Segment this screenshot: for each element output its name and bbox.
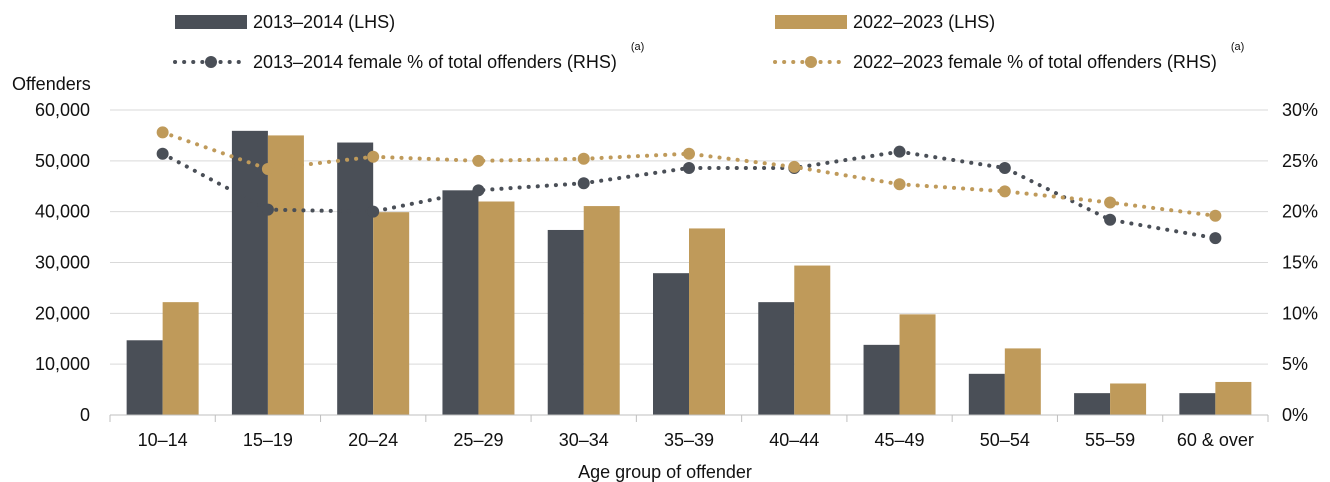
- bar: [1004, 348, 1041, 415]
- line-point: [472, 154, 485, 167]
- line-point: [788, 160, 801, 173]
- bar: [1215, 381, 1252, 415]
- bar: [547, 229, 584, 415]
- legend-label: 2013–2014 (LHS): [253, 12, 395, 32]
- line-point: [577, 152, 590, 165]
- legend-superscript: (a): [1231, 41, 1244, 53]
- x-tick-label: 10–14: [138, 430, 188, 450]
- line-point: [1209, 232, 1222, 245]
- bar: [231, 130, 268, 415]
- y2-tick-label: 15%: [1282, 253, 1318, 273]
- legend-swatch: [175, 15, 247, 29]
- x-tick-label: 40–44: [769, 430, 819, 450]
- bar: [653, 273, 689, 415]
- x-tick-label: 35–39: [664, 430, 714, 450]
- legend-swatch: [775, 15, 847, 29]
- legend-superscript: (a): [631, 41, 644, 53]
- bar: [1179, 393, 1216, 415]
- legend-marker: [205, 56, 217, 68]
- series-line: [160, 130, 1218, 218]
- y2-tick-label: 30%: [1282, 100, 1318, 120]
- bar: [442, 190, 479, 415]
- y-tick-label: 10,000: [35, 354, 90, 374]
- y2-tick-label: 10%: [1282, 303, 1318, 323]
- line-point: [893, 145, 906, 158]
- line-point: [683, 161, 695, 174]
- bar: [863, 344, 900, 415]
- bar: [373, 212, 410, 415]
- y2-tick-label: 25%: [1282, 151, 1318, 171]
- series-line: [160, 149, 1218, 241]
- x-tick-label: 50–54: [980, 430, 1030, 450]
- x-tick-label: 15–19: [243, 430, 293, 450]
- lines: [156, 126, 1222, 245]
- line-point: [156, 126, 169, 139]
- x-tick-label: 30–34: [559, 430, 609, 450]
- x-axis-title: Age group of offender: [578, 462, 752, 482]
- x-tick-label: 20–24: [348, 430, 398, 450]
- bar: [267, 135, 304, 415]
- bar: [758, 302, 795, 415]
- legend-label: 2022–2023 (LHS): [853, 12, 995, 32]
- bar: [583, 206, 620, 415]
- bar: [1074, 393, 1111, 415]
- bars: [126, 130, 1252, 416]
- x-tick-label: 60 & over: [1177, 430, 1254, 450]
- line-point: [893, 178, 906, 191]
- bar: [1110, 383, 1147, 415]
- x-tick-label: 45–49: [875, 430, 925, 450]
- line-point: [683, 147, 695, 160]
- line-point: [367, 205, 380, 218]
- axes: 0 0% 10,000 5% 20,000 10% 30,000 15% 40,000 20% 50…: [35, 100, 1318, 450]
- line-point: [261, 203, 274, 216]
- y-tick-label: 30,000: [35, 253, 90, 273]
- line-point: [1104, 213, 1117, 226]
- bar: [126, 340, 163, 415]
- y-axis-title: Offenders: [12, 74, 91, 94]
- x-tick-label: 55–59: [1085, 430, 1135, 450]
- bar: [162, 302, 199, 415]
- line-point: [367, 150, 380, 163]
- y-tick-label: 40,000: [35, 202, 90, 222]
- legend-label: 2013–2014 female % of total offenders (R…: [253, 52, 617, 72]
- y2-tick-label: 0%: [1282, 405, 1308, 425]
- legend-marker: [805, 56, 817, 68]
- line-point: [577, 177, 590, 190]
- line-point: [1104, 196, 1117, 209]
- line-point: [156, 147, 169, 160]
- x-tick-label: 25–29: [453, 430, 503, 450]
- line-point: [998, 185, 1011, 198]
- bar: [337, 142, 374, 416]
- line-point: [998, 161, 1011, 174]
- legend-label: 2022–2023 female % of total offenders (R…: [853, 52, 1217, 72]
- bar: [968, 373, 1005, 415]
- line-point: [472, 184, 485, 197]
- bar: [794, 265, 831, 415]
- y-tick-label: 50,000: [35, 151, 90, 171]
- y-tick-label: 0: [80, 405, 90, 425]
- y2-tick-label: 5%: [1282, 354, 1308, 374]
- bar: [899, 314, 936, 415]
- bar: [478, 201, 515, 415]
- line-point: [1209, 209, 1222, 222]
- y-tick-label: 20,000: [35, 303, 90, 323]
- line-point: [261, 162, 274, 175]
- y2-tick-label: 20%: [1282, 202, 1318, 222]
- bar: [689, 228, 725, 415]
- y-tick-label: 60,000: [35, 100, 90, 120]
- legend: 2013–2014 (LHS) 2022–2023 (LHS) 2013–2014 …: [173, 12, 1244, 72]
